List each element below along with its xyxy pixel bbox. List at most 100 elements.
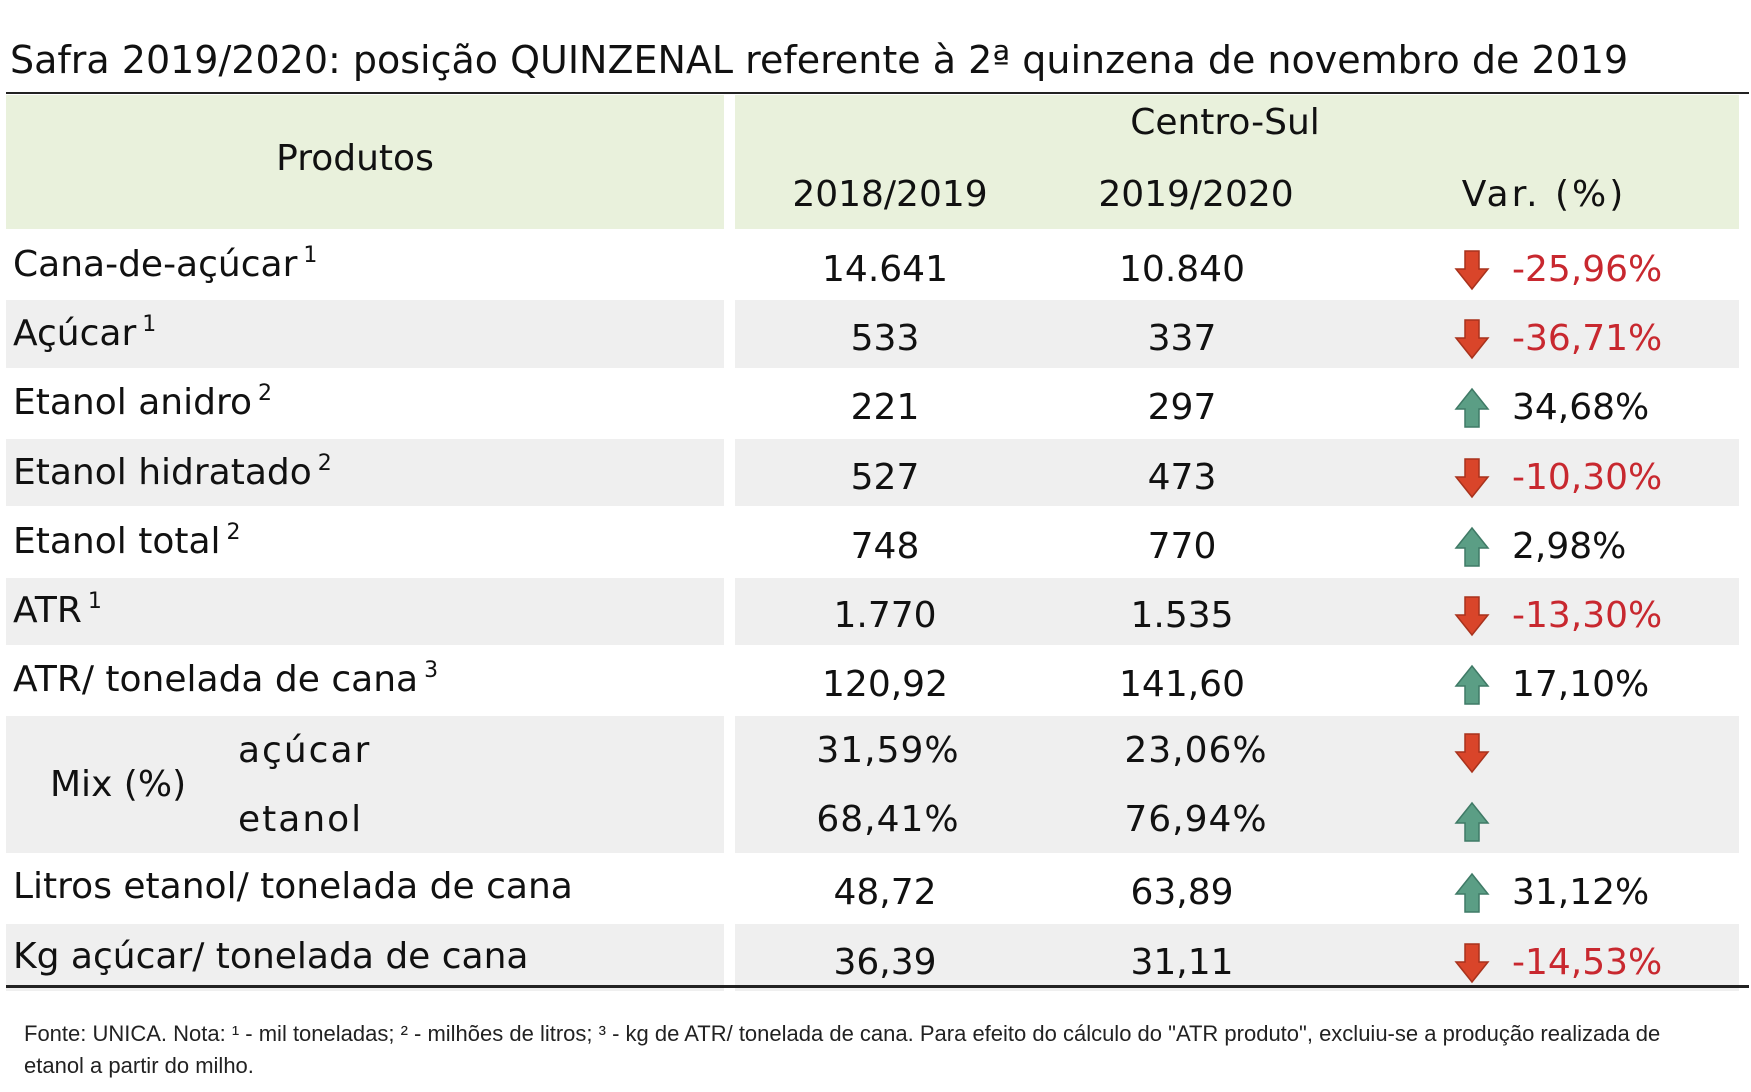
header-bg [735,95,1739,229]
row-bg [6,924,724,992]
label-text: Litros etanol/ tonelada de cana [13,866,573,908]
note-marker: 2 [226,519,241,545]
note-marker: 1 [87,589,102,615]
cell-value: 76,94% [1124,799,1268,841]
label-text: ATR [13,590,82,632]
row-label: Etanol total 2 [13,519,241,562]
row-label: Mix (%) [50,764,187,806]
note-marker: 3 [424,658,439,684]
trend-arrow [1454,733,1490,773]
bottom-rule [6,985,1749,988]
header-col: Var. (%) [1461,174,1627,215]
row-label: Litros etanol/ tonelada de cana [13,869,573,905]
arrow-shape [1454,801,1490,842]
cell-value: 23,06% [1124,729,1268,771]
row-bg [735,577,1739,645]
arrow-shape [1454,249,1490,290]
header-region: Centro-Sul [1130,102,1320,143]
arrow-shape [1454,526,1490,567]
arrow-shape [1454,388,1490,428]
note-marker: 2 [317,450,332,476]
cell-value: 36,39 [833,941,937,983]
cell-value: 48,72 [833,872,937,914]
cell-var: 31,12% [1512,872,1650,914]
trend-arrow [1454,526,1490,567]
trend-arrow [1454,801,1490,842]
cell-value: 31,11 [1130,941,1234,983]
row-bg [735,716,1739,853]
row-label: Etanol hidratado 2 [13,450,332,493]
trend-arrow [1454,319,1490,360]
title: Safra 2019/2020: posição QUINZENAL refer… [10,38,1629,82]
trend-arrow [1454,457,1490,498]
arrow-shape [1454,665,1490,706]
row-bg [6,716,724,853]
cell-value: 748 [850,525,920,567]
cell-value: 221 [850,387,920,429]
cell-var: -14,53% [1512,941,1663,983]
note-marker: 1 [303,242,318,268]
trend-arrow [1454,942,1490,983]
note-marker: 1 [142,311,157,337]
cell-value: 473 [1147,456,1217,498]
cell-value: 1.535 [1130,595,1234,637]
arrow-shape [1454,596,1490,637]
cell-var: -25,96% [1512,248,1663,290]
trend-arrow [1454,388,1490,428]
cell-var: 34,68% [1512,387,1650,429]
row-label: ATR 1 [13,591,102,629]
cell-value: 68,41% [816,799,960,841]
row-label: Etanol anidro 2 [13,383,272,421]
row-bg [735,924,1739,992]
cell-value: 120,92 [822,664,948,706]
header-bg [6,95,724,229]
cell-value: 31,59% [816,729,960,771]
row-bg [735,438,1739,507]
row-label: Kg açúcar/ tonelada de cana [13,935,529,977]
trend-arrow [1454,249,1490,290]
arrow-shape [1454,457,1490,498]
cell-value: 10.840 [1119,248,1245,290]
arrow-shape [1454,942,1490,983]
label-text: Etanol hidratado [13,451,312,493]
cell-var: 17,10% [1512,664,1650,706]
sub-label: açúcar [238,729,372,771]
cell-var: -13,30% [1512,595,1663,637]
cell-var: 2,98% [1512,525,1627,567]
header-col: 2018/2019 [792,174,988,215]
row-bg [6,438,724,507]
row-bg [735,300,1739,368]
label-text: ATR/ tonelada de cana [13,659,419,701]
cell-value: 14.641 [822,248,948,290]
cell-value: 297 [1147,387,1217,429]
arrow-shape [1454,733,1490,773]
cell-value: 533 [850,317,920,359]
label-text: Açúcar [13,312,137,354]
cell-value: 527 [850,456,920,498]
trend-arrow [1454,873,1490,914]
cell-value: 63,89 [1130,872,1234,914]
header-col: 2019/2020 [1098,174,1294,215]
cell-value: 1.770 [833,595,937,637]
row-label: Cana-de-açúcar 1 [13,242,318,285]
cell-value: 770 [1147,525,1217,567]
sub-label: etanol [238,799,364,841]
cell-value: 337 [1147,317,1217,359]
cell-var: -10,30% [1512,456,1663,498]
arrow-shape [1454,873,1490,914]
header-products: Produtos [276,138,434,179]
trend-arrow [1454,665,1490,706]
row-bg [6,300,724,368]
label-text: Etanol total [13,520,221,562]
row-label: ATR/ tonelada de cana 3 [13,660,438,698]
cell-value: 141,60 [1119,664,1245,706]
label-text: Kg açúcar/ tonelada de cana [13,935,529,977]
label-text: Cana-de-açúcar [13,243,298,285]
top-rule [6,92,1749,94]
note-marker: 2 [257,381,272,407]
cell-var: -36,71% [1512,317,1663,359]
row-label: Açúcar 1 [13,311,157,354]
row-bg [6,577,724,645]
arrow-shape [1454,319,1490,360]
